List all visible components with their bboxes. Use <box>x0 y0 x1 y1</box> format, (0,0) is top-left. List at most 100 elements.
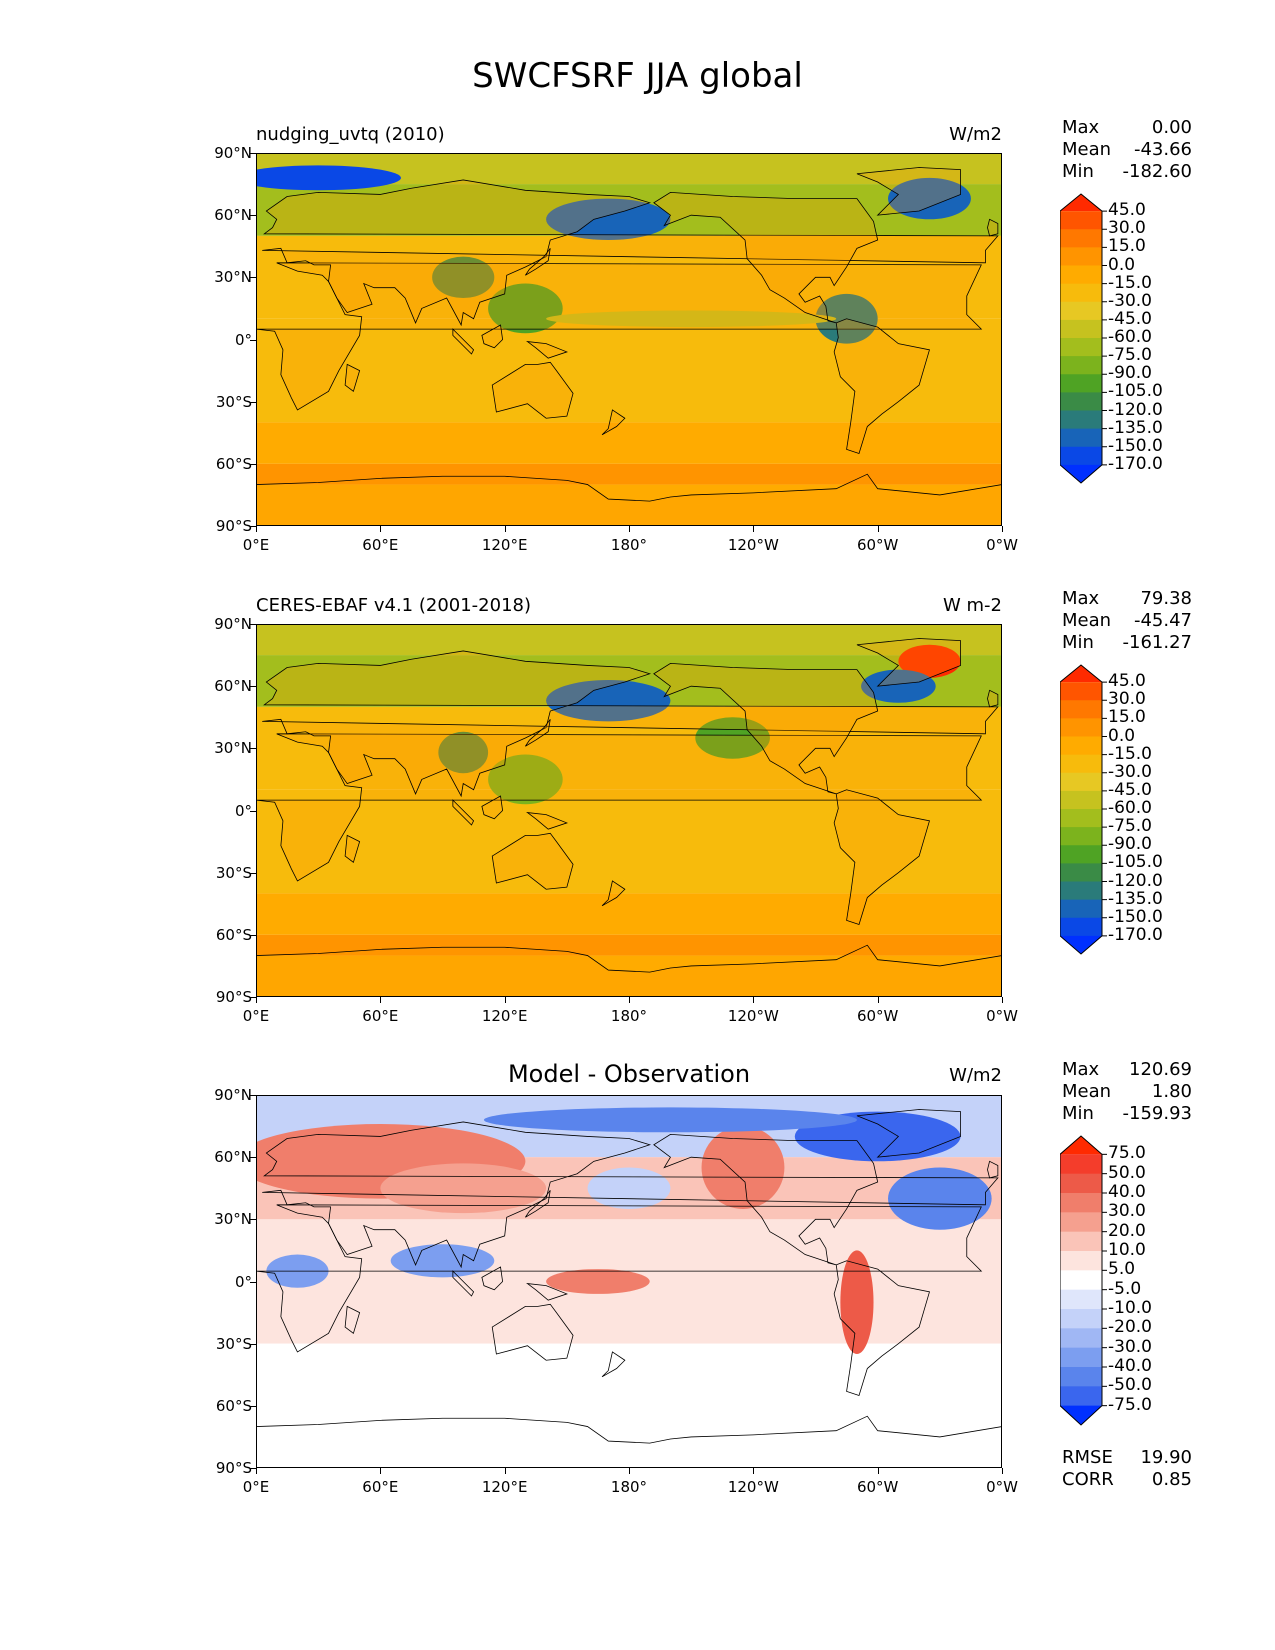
x-tick-label: 120°E <box>481 1478 528 1496</box>
coastline <box>856 1109 961 1158</box>
stats-box: Max 0.00 Mean -43.66 Min -182.60 <box>1062 117 1192 183</box>
colorbar-label: 15.0 <box>1108 707 1146 728</box>
colorbar-label: -75.0 <box>1108 1394 1152 1415</box>
colorbar-swatch <box>1060 700 1102 719</box>
colorbar-label: -75.0 <box>1108 345 1152 366</box>
x-tick-mark <box>877 526 879 532</box>
map-field <box>256 624 1002 997</box>
coastline <box>526 341 568 359</box>
coastline <box>491 832 574 890</box>
stat-value: -182.60 <box>1122 161 1192 182</box>
colorbar-swatch <box>1060 1347 1102 1368</box>
stat-value: 79.38 <box>1140 588 1192 609</box>
x-tick-mark <box>629 526 630 532</box>
field-band <box>256 235 1002 319</box>
coastline <box>344 834 361 863</box>
coastline <box>525 1190 551 1218</box>
coastline <box>856 638 961 687</box>
colorbar-swatches <box>1060 664 1107 955</box>
coastline <box>987 1160 999 1179</box>
coastline <box>601 409 626 436</box>
colorbar-label: -90.0 <box>1108 834 1152 855</box>
x-tick-mark <box>504 526 506 532</box>
x-tick-mark <box>256 1468 257 1474</box>
panel-title: CERES-EBAF v4.1 (2001-2018) <box>256 595 532 616</box>
stat-row: CORR 0.85 <box>1062 1469 1192 1491</box>
colorbar-swatch <box>1060 881 1102 901</box>
colorbar-swatch <box>1060 338 1102 357</box>
stat-label: Min <box>1062 161 1094 182</box>
field-anomaly <box>861 669 936 703</box>
stat-label: RMSE <box>1062 1447 1113 1468</box>
colorbar-swatch <box>1060 1212 1102 1233</box>
x-tick-label: 60°W <box>856 536 899 554</box>
coastline <box>481 324 504 349</box>
field-band <box>256 624 1002 656</box>
colorbar-swatch <box>1060 1193 1102 1213</box>
colorbar-swatch <box>1060 211 1102 230</box>
field-anomaly <box>546 310 837 328</box>
x-tick-mark <box>1002 526 1003 532</box>
y-tick-mark <box>250 401 256 403</box>
x-tick-mark <box>629 1468 630 1474</box>
map-field <box>256 153 1002 526</box>
coastline <box>653 1133 879 1266</box>
colorbar-label: -120.0 <box>1108 870 1163 891</box>
coastline <box>987 689 999 708</box>
coastline <box>525 719 551 747</box>
x-tick-label: 180° <box>610 1007 648 1025</box>
y-tick-label: 0° <box>234 1272 252 1291</box>
y-tick-label: 0° <box>234 801 252 820</box>
colorbar-label: -50.0 <box>1108 1375 1152 1396</box>
panel-units: W m-2 <box>942 595 1002 616</box>
x-tick-label: 0°E <box>242 536 270 554</box>
colorbar-swatch <box>1060 283 1102 303</box>
coastline <box>452 799 475 826</box>
coastline <box>525 248 551 276</box>
colorbar-swatch <box>1060 754 1102 774</box>
map-plot <box>256 1095 1002 1468</box>
colorbar-swatches <box>1060 1135 1107 1426</box>
colorbar-label: -150.0 <box>1108 906 1163 927</box>
field-anomaly <box>546 1269 650 1294</box>
coastline <box>256 733 983 882</box>
field-anomaly <box>546 198 671 241</box>
map-plot <box>256 624 1002 997</box>
colorbar-swatch <box>1060 718 1102 737</box>
colorbar-label: -75.0 <box>1108 816 1152 837</box>
x-tick-mark <box>753 997 755 1003</box>
y-tick-mark <box>250 624 256 625</box>
stat-label: Max <box>1062 588 1100 609</box>
y-tick-mark <box>250 872 256 874</box>
colorbar-label: 0.0 <box>1108 725 1136 746</box>
coastline <box>256 1204 983 1353</box>
colorbar-label: -20.0 <box>1108 1317 1152 1338</box>
y-tick-mark <box>250 277 256 279</box>
field-anomaly <box>888 177 971 220</box>
x-tick-mark <box>753 1468 755 1474</box>
y-tick-mark <box>250 1219 256 1221</box>
map-plot <box>256 153 1002 526</box>
colorbar-label: 0.0 <box>1108 254 1136 275</box>
y-tick-mark <box>250 748 256 750</box>
y-tick-label: 60°S <box>215 925 252 944</box>
stat-row: Max 79.38 <box>1062 588 1192 610</box>
coastline <box>481 1266 504 1291</box>
coastline <box>833 318 930 454</box>
field-band <box>256 955 1002 997</box>
field-band <box>256 893 1002 935</box>
y-tick-mark <box>250 1468 256 1469</box>
colorbar-swatch <box>1060 194 1102 212</box>
colorbar-label: -60.0 <box>1108 798 1152 818</box>
field-anomaly <box>256 165 402 191</box>
y-tick-label: 90°S <box>215 1459 252 1477</box>
y-tick-mark <box>250 810 256 812</box>
field-anomaly <box>432 256 495 299</box>
y-tick-mark <box>250 686 256 688</box>
map-field <box>256 1095 1002 1468</box>
colorbar-swatch <box>1060 736 1102 756</box>
stat-value: 1.80 <box>1151 1081 1192 1102</box>
colorbar-label: -150.0 <box>1108 435 1163 456</box>
field-band <box>256 422 1002 464</box>
colorbar-label: -45.0 <box>1108 308 1152 329</box>
